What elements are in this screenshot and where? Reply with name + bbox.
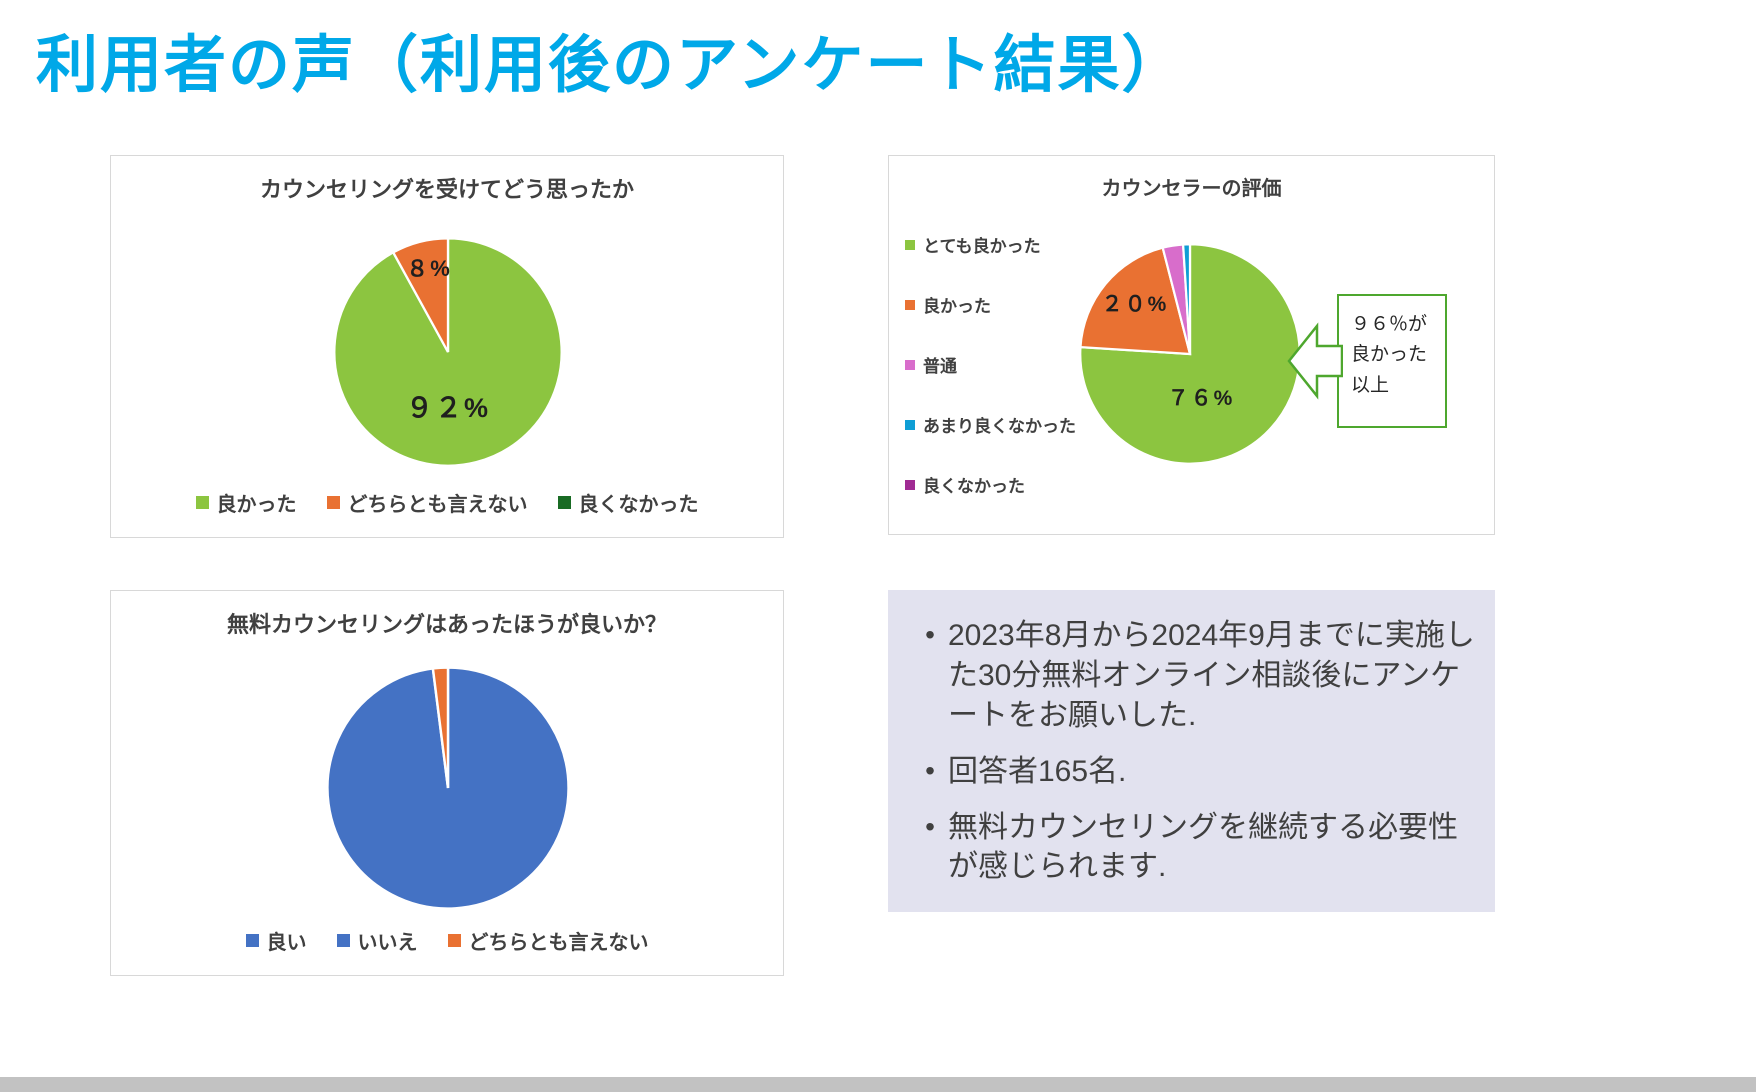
bullet-marker: •	[925, 810, 935, 842]
legend-label: いいえ	[357, 932, 418, 954]
data-label-secondary: ８%	[406, 256, 452, 281]
chart-panel-counselor-rating: カウンセラーの評価 とても良かった 良かった 普通 あまり良くなかった 良くなか…	[888, 155, 1495, 535]
chart-panel-free-counseling: 無料カウンセリングはあったほうが良いか？ 良い いいえ どちらとも言えない	[110, 590, 784, 976]
legend-item: とても良かった	[905, 232, 1076, 257]
legend-item: いいえ	[336, 926, 418, 955]
legend-item: 良い	[245, 926, 307, 955]
legend-swatch	[905, 419, 915, 430]
legend-item: 普通	[905, 352, 1076, 377]
legend-item: 良くなかった	[557, 488, 699, 517]
pie-slice	[1181, 243, 1192, 355]
note-bullet: • 2023年8月から2024年9月までに実施した30分無料オンライン相談後にア…	[912, 616, 1475, 736]
footer-bar	[0, 1077, 1756, 1092]
callout-arrow-shape	[1287, 322, 1343, 400]
note-bullet: • 無料カウンセリングを継続する必要性が感じられます.	[912, 808, 1475, 888]
legend-swatch	[557, 496, 571, 509]
note-text: 2023年8月から2024年9月までに実施した30分無料オンライン相談後にアンケ…	[948, 619, 1475, 732]
legend-item: 良くなかった	[905, 472, 1076, 497]
data-label-main: ９２%	[405, 393, 490, 423]
legend: 良い いいえ どちらとも言えない	[111, 926, 783, 955]
pie-slice	[431, 666, 450, 789]
legend-label: 良い	[266, 932, 307, 954]
legend-item: 良かった	[905, 292, 1076, 317]
callout-text-line: ９６％が	[1351, 314, 1428, 335]
legend: 良かった どちらとも言えない 良くなかった	[111, 488, 783, 517]
pie-chart-counselor-rating	[1079, 243, 1301, 465]
pie-chart-counseling-impression	[333, 237, 563, 467]
note-bullet: • 回答者165名.	[912, 752, 1475, 792]
legend-label: あまり良くなかった	[923, 417, 1076, 436]
pie-slice	[391, 237, 450, 353]
note-text: 回答者165名.	[948, 754, 1127, 788]
callout-text-line: 以上	[1351, 374, 1390, 396]
data-label-main: ７６%	[1167, 387, 1235, 410]
legend-label: どちらとも言えない	[468, 932, 649, 954]
data-label-secondary: ２０%	[1101, 293, 1169, 316]
legend-swatch	[195, 496, 209, 509]
legend-label: 良かった	[216, 494, 297, 516]
note-text: 無料カウンセリングを継続する必要性が感じられます.	[948, 810, 1458, 884]
legend-swatch	[905, 239, 915, 250]
legend-swatch	[905, 299, 915, 310]
callout-text-line: 良かった	[1351, 344, 1428, 366]
legend-item: あまり良くなかった	[905, 412, 1076, 437]
legend-swatch	[905, 359, 915, 370]
legend-label: 良くなかった	[578, 494, 699, 516]
legend-label: どちらとも言えない	[347, 494, 528, 516]
bullet-marker: •	[925, 619, 935, 650]
chart-title: カウンセリングを受けてどう思ったか	[259, 177, 634, 202]
legend-swatch	[336, 934, 350, 947]
pie-chart-free-counseling	[326, 666, 570, 910]
chart-title: 無料カウンセリングはあったほうが良いか？	[226, 612, 667, 637]
legend-item: どちらとも言えない	[326, 488, 528, 517]
legend-label: とても良かった	[923, 237, 1041, 256]
callout-box: ９６％が 良かった 以上	[1337, 294, 1447, 428]
legend-swatch	[905, 479, 915, 490]
legend-swatch	[245, 934, 259, 947]
notes-box: • 2023年8月から2024年9月までに実施した30分無料オンライン相談後にア…	[888, 590, 1495, 912]
legend: とても良かった 良かった 普通 あまり良くなかった 良くなかった	[905, 232, 1076, 497]
legend-swatch	[447, 934, 461, 947]
legend-item: 良かった	[195, 488, 297, 517]
bullet-marker: •	[925, 754, 935, 786]
pie-slice	[1079, 246, 1192, 356]
legend-item: どちらとも言えない	[447, 926, 649, 955]
legend-swatch	[326, 496, 340, 509]
callout-arrow	[1287, 322, 1343, 400]
page-title: 利用者の声（利用後のアンケート結果）	[36, 31, 1186, 100]
legend-label: 普通	[923, 357, 957, 376]
legend-label: 良かった	[923, 297, 991, 316]
legend-label: 良くなかった	[923, 477, 1025, 496]
chart-title: カウンセラーの評価	[1101, 178, 1282, 200]
chart-panel-counseling-impression: カウンセリングを受けてどう思ったか ８% ９２% 良かった どちらとも言えない …	[110, 155, 784, 538]
